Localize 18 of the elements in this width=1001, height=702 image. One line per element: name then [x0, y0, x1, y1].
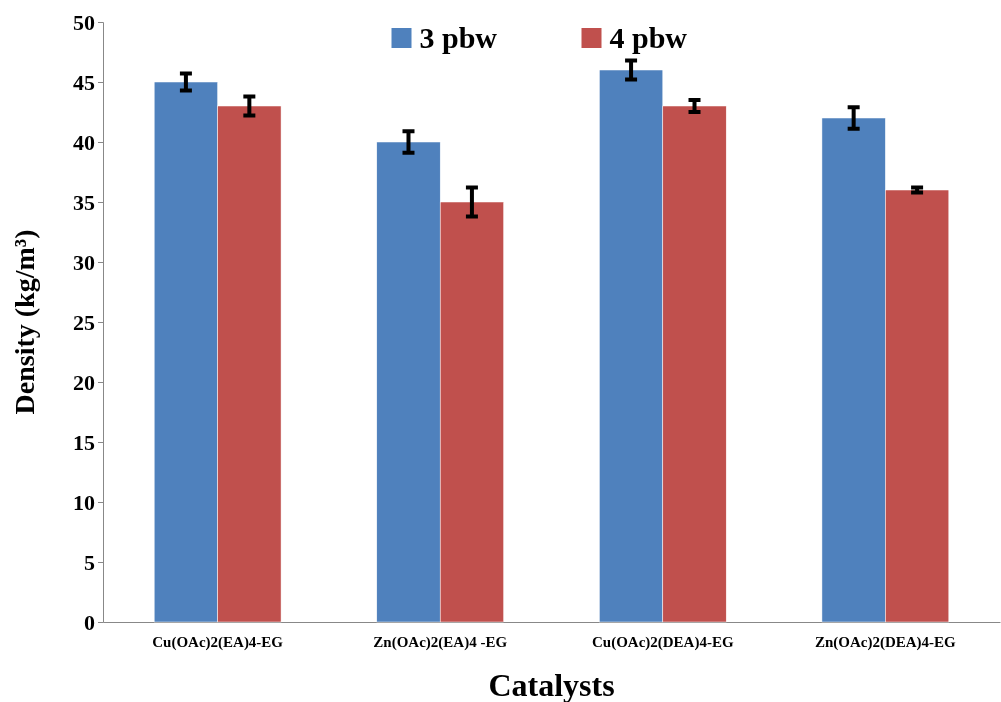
- x-tick-label: Cu(OAc)2(DEA)4-EG: [591, 633, 734, 651]
- y-tick-label: 20: [73, 369, 95, 395]
- x-tick-label: Cu(OAc)2(EA)4-EG: [152, 633, 284, 651]
- y-tick-label: 5: [84, 549, 95, 575]
- y-tick-label: 50: [73, 9, 95, 35]
- y-tick-label: 30: [73, 249, 95, 275]
- legend-label: 3 pbw: [419, 21, 498, 54]
- x-tick-label: Zn(OAc)2(EA)4 -EG: [373, 633, 508, 651]
- legend-label: 4 pbw: [609, 21, 688, 54]
- y-tick-label: 10: [73, 489, 95, 515]
- y-tick-label: 45: [73, 69, 95, 95]
- y-tick-label: 35: [73, 189, 95, 215]
- y-axis-title: Density (kg/m³): [9, 229, 40, 415]
- x-tick-label: Zn(OAc)2(DEA)4-EG: [814, 633, 957, 651]
- y-tick-label: 25: [73, 309, 95, 335]
- y-tick-label: 0: [84, 609, 95, 635]
- y-tick-label: 15: [73, 429, 95, 455]
- y-tick-label: 40: [73, 129, 95, 155]
